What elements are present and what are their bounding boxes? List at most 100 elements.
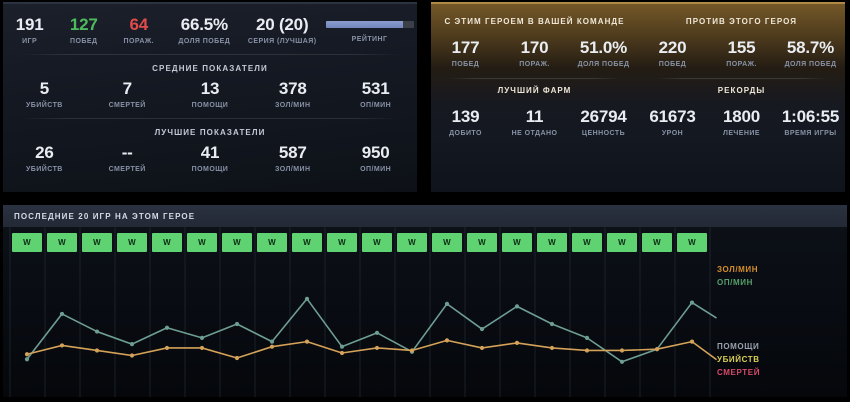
best-deaths-value: -- (121, 143, 133, 162)
chart-data-point[interactable] (339, 344, 345, 349)
best-stats-row: 26 УБИЙСТВ -- СМЕРТЕЙ 41 ПОМОЩИ 587 ЗОЛ/… (3, 144, 417, 173)
chart-data-point[interactable] (619, 348, 625, 353)
stat-games: 191 ИГР (3, 16, 56, 45)
chart-data-point[interactable] (234, 321, 240, 327)
match-result-badge[interactable]: W (397, 233, 427, 252)
chart-data-point[interactable] (444, 338, 450, 343)
match-result-badge[interactable]: W (642, 233, 672, 252)
chart-data-point[interactable] (479, 345, 485, 351)
chart-data-point[interactable] (514, 340, 520, 345)
chart-data-point[interactable] (689, 300, 695, 305)
chart-data-point[interactable] (549, 345, 555, 351)
chart-data-point[interactable] (689, 339, 695, 344)
match-result-badge[interactable]: W (607, 233, 637, 252)
match-result-badge[interactable]: W (327, 233, 357, 252)
chart-data-point[interactable] (199, 345, 205, 351)
chart-data-point[interactable] (94, 348, 100, 353)
rating-label: РЕЙТИНГ (351, 36, 388, 43)
chart-data-point[interactable] (444, 301, 450, 306)
chart-data-point[interactable] (514, 304, 520, 309)
chart-data-point[interactable] (59, 311, 65, 317)
recent-matches-title: ПОСЛЕДНИЕ 20 ИГР НА ЭТОМ ГЕРОЕ (14, 211, 196, 221)
best-section-title: ЛУЧШИЕ ПОКАЗАТЕЛИ (154, 128, 266, 137)
match-result-badge[interactable]: W (117, 233, 147, 252)
avg-assists-label: ПОМОЩИ (191, 102, 229, 109)
best-kills-value: 26 (35, 143, 54, 162)
best-stat-kills: 26 УБИЙСТВ (3, 144, 86, 173)
chart-data-point[interactable] (129, 353, 135, 358)
chart-data-point[interactable] (269, 339, 275, 344)
avg-assists-value: 13 (200, 79, 220, 98)
chart-data-point[interactable] (304, 296, 310, 301)
with-wins-value: 177 (451, 38, 480, 57)
match-result-badge[interactable]: W (362, 233, 392, 252)
with-hero-title: С ЭТИМ ГЕРОЕМ В ВАШЕЙ КОМАНДЕ (444, 17, 625, 26)
farm-denies-value: 11 (525, 107, 544, 126)
chart-data-point[interactable] (304, 339, 310, 344)
average-stats-row: 5 УБИЙСТВ 7 СМЕРТЕЙ 13 ПОМОЩИ 378 ЗОЛ/МИ… (3, 80, 417, 109)
against-hero-stats: 220 ПОБЕД 155 ПОРАЖ. 58.7% ДОЛЯ ПОБЕД (638, 39, 845, 68)
match-result-badge[interactable]: W (47, 233, 77, 252)
match-result-badge[interactable]: W (82, 233, 112, 252)
match-result-badge[interactable]: W (432, 233, 462, 252)
legend-assists: ПОМОЩИ (717, 342, 760, 351)
chart-series-line (26, 298, 717, 363)
chart-data-point[interactable] (164, 345, 170, 351)
farm-net-worth: 26794 ЦЕННОСТЬ (569, 108, 638, 137)
summary-panel: 191 ИГР 127 ПОБЕД 64 ПОРАЖ. 66.5% ДОЛЯ П… (3, 2, 417, 192)
chart-data-point[interactable] (374, 330, 380, 335)
chart-data-point[interactable] (94, 329, 100, 334)
best-farm-stats: 139 ДОБИТО 11 НЕ ОТДАНО 26794 ЦЕННОСТЬ (431, 108, 638, 137)
chart-data-point[interactable] (374, 345, 380, 351)
best-xpm-label: ОП/МИН (360, 166, 392, 173)
match-result-badge[interactable]: W (292, 233, 322, 252)
chart-data-point[interactable] (584, 348, 590, 353)
stat-streak: 20 (20) СЕРИЯ (ЛУЧШАЯ) (242, 16, 322, 45)
record-healing-label: ЛЕЧЕНИЕ (722, 130, 761, 137)
match-result-badge[interactable]: W (12, 233, 42, 252)
stat-wins-value: 127 (69, 15, 98, 34)
top-panels-row: 191 ИГР 127 ПОБЕД 64 ПОРАЖ. 66.5% ДОЛЯ П… (0, 0, 850, 193)
chart-data-point[interactable] (619, 359, 625, 364)
best-assists-label: ПОМОЩИ (191, 166, 229, 173)
avg-stat-assists: 13 ПОМОЩИ (169, 80, 252, 109)
avg-xpm-label: ОП/МИН (360, 102, 392, 109)
chart-data-point[interactable] (234, 355, 240, 361)
match-result-badge[interactable]: W (537, 233, 567, 252)
panel-gap (417, 0, 431, 193)
chart-data-point[interactable] (549, 321, 555, 327)
chart-data-point[interactable] (339, 350, 345, 356)
chart-data-point[interactable] (269, 344, 275, 349)
chart-data-point[interactable] (479, 326, 485, 332)
best-farm-title: ЛУЧШИЙ ФАРМ (497, 86, 572, 95)
chart-data-point[interactable] (129, 342, 135, 347)
chart-data-point[interactable] (24, 352, 30, 357)
matchup-panel: С ЭТИМ ГЕРОЕМ В ВАШЕЙ КОМАНДЕ ПРОТИВ ЭТО… (431, 2, 845, 192)
chart-data-point[interactable] (164, 325, 170, 330)
chart-data-point[interactable] (409, 348, 415, 353)
matchup-divider-left (449, 78, 620, 79)
chart-data-point[interactable] (24, 357, 30, 362)
chart-data-point[interactable] (199, 335, 205, 340)
match-result-badge[interactable]: W (257, 233, 287, 252)
match-result-badge[interactable]: W (677, 233, 707, 252)
summary-divider-1 (19, 54, 401, 55)
best-kills-label: УБИЙСТВ (25, 166, 63, 173)
avg-gpm-value: 378 (278, 79, 307, 98)
match-result-badge[interactable]: W (467, 233, 497, 252)
chart-data-point[interactable] (654, 347, 660, 352)
against-losses-value: 155 (727, 38, 756, 57)
match-result-badge[interactable]: W (187, 233, 217, 252)
against-wins-value: 220 (658, 38, 687, 57)
chart-data-point[interactable] (584, 335, 590, 340)
match-result-badge[interactable]: W (152, 233, 182, 252)
record-damage-label: УРОН (661, 130, 684, 137)
legend-top-group: ЗОЛ/МИН ОП/МИН (717, 263, 758, 289)
match-result-badge[interactable]: W (502, 233, 532, 252)
match-result-badge[interactable]: W (222, 233, 252, 252)
chart-data-point[interactable] (59, 343, 65, 348)
avg-kills-value: 5 (39, 79, 50, 98)
stat-winrate-label: ДОЛЯ ПОБЕД (178, 38, 231, 45)
match-result-badge[interactable]: W (572, 233, 602, 252)
